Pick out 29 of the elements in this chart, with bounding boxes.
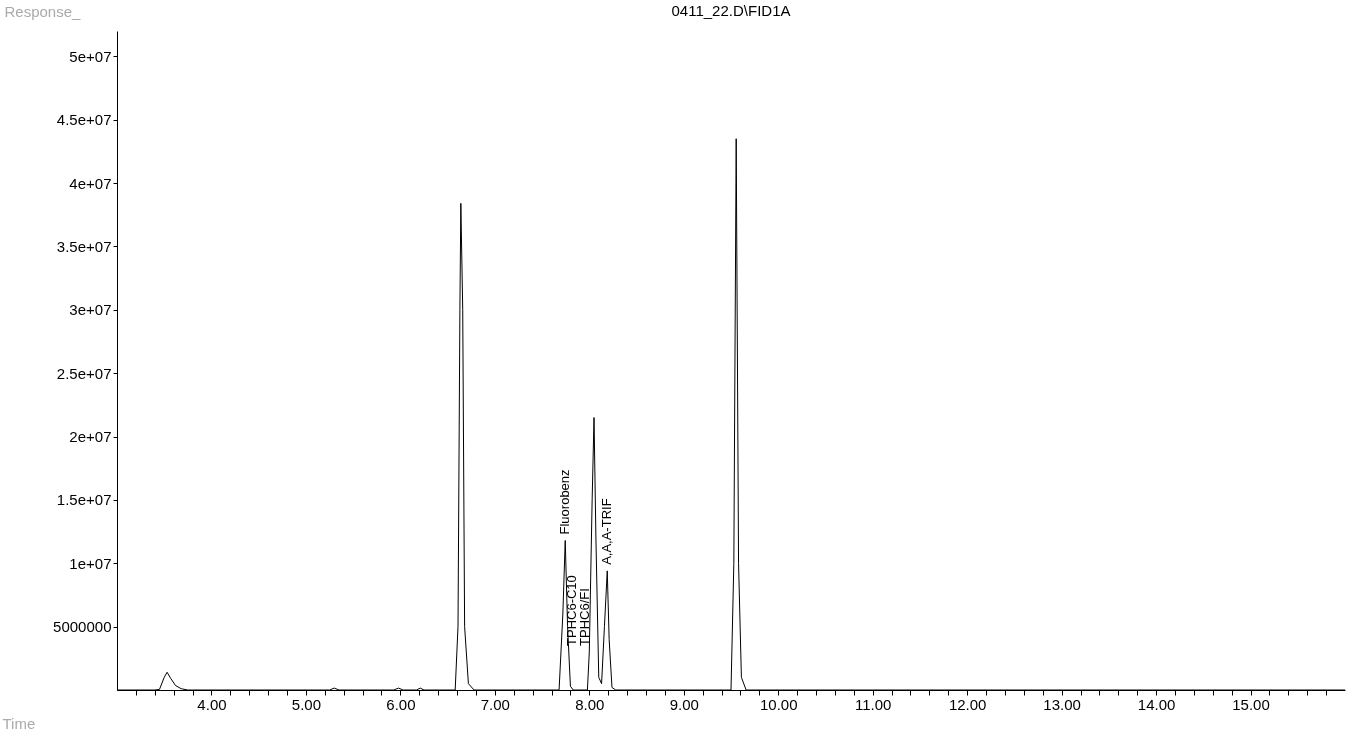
x-tick-label: 10.00 xyxy=(759,695,798,713)
x-tick-label: 12.00 xyxy=(948,695,987,713)
x-tick-label: 11.00 xyxy=(854,695,892,713)
x-tick-label: 9.00 xyxy=(669,695,699,713)
y-tick-label: 2e+07 xyxy=(69,428,112,446)
x-tick-label: 5.00 xyxy=(291,695,322,713)
x-tick-label: 15.00 xyxy=(1232,695,1270,713)
y-tick-label: 5000000 xyxy=(53,618,112,636)
x-tick-label: 13.00 xyxy=(1043,695,1081,713)
x-tick-label: 7.00 xyxy=(480,695,510,713)
x-tick-label: 4.00 xyxy=(197,695,227,713)
annotation: A,A,A-TRIF xyxy=(599,498,615,565)
y-tick-label: 3.5e+07 xyxy=(56,237,112,255)
x-tick-label: 8.00 xyxy=(575,695,605,713)
annotation: TPHC6-C10 xyxy=(564,575,580,646)
y-tick-label: 1.5e+07 xyxy=(56,491,112,509)
y-tick-label: 4.5e+07 xyxy=(56,111,112,129)
y-axis-title: Response_ xyxy=(4,2,82,20)
y-tick-label: 4e+07 xyxy=(69,174,112,192)
y-tick-label: 2.5e+07 xyxy=(56,364,112,382)
x-axis-title: Time xyxy=(2,714,36,732)
chart-title: 0411_22.D\FID1A xyxy=(671,2,791,19)
y-tick-label: 5e+07 xyxy=(69,47,112,65)
annotation: TPHC6/FI xyxy=(577,588,593,646)
y-tick-label: 3e+07 xyxy=(69,301,112,319)
y-tick-label: 1e+07 xyxy=(69,554,112,572)
x-tick-label: 6.00 xyxy=(386,695,416,713)
x-tick-label: 14.00 xyxy=(1137,695,1176,713)
annotation: Fluorobenz xyxy=(557,469,573,535)
